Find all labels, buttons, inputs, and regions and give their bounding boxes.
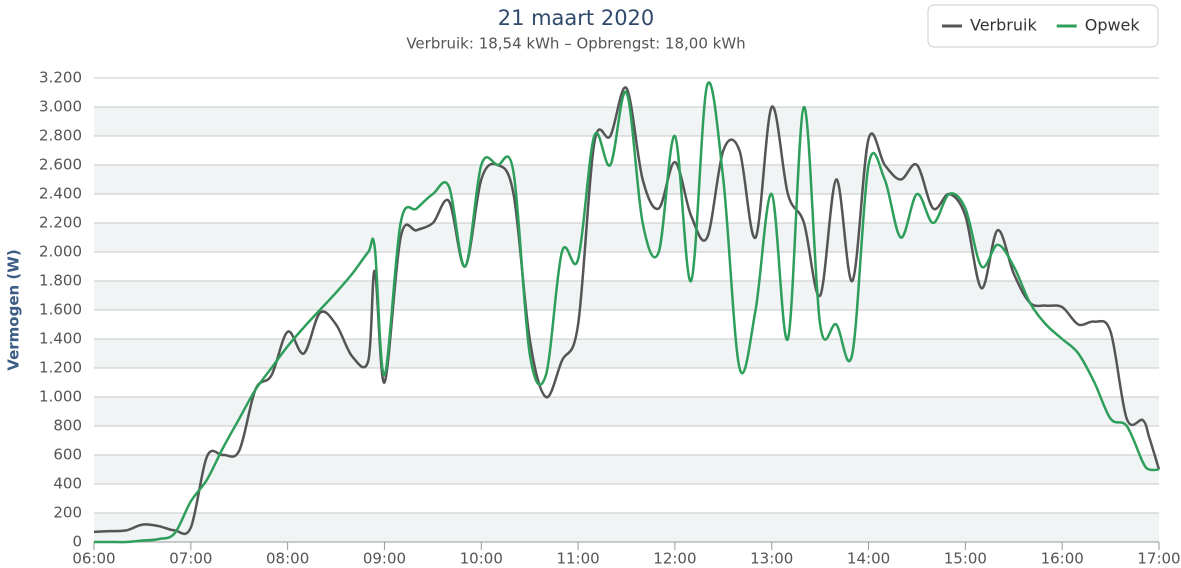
x-tick-label: 06:00: [72, 550, 115, 568]
chart-title: 21 maart 2020: [498, 6, 655, 30]
x-tick-label: 16:00: [1041, 550, 1084, 568]
series-line: [93, 86, 1161, 536]
legend-label: Opwek: [1085, 16, 1141, 35]
x-tick-label: 10:00: [460, 550, 503, 568]
y-tick-label: 2.600: [39, 156, 82, 174]
x-tick-label: 08:00: [266, 550, 309, 568]
legend-item[interactable]: Opwek: [1056, 16, 1141, 35]
y-tick-label: 1.600: [39, 301, 82, 319]
legend-label: Verbruik: [970, 16, 1037, 35]
plot-band: [94, 455, 1159, 484]
x-tick-label: 11:00: [556, 550, 599, 568]
y-tick-label: 600: [53, 446, 82, 464]
x-tick-label: 09:00: [363, 550, 406, 568]
y-tick-label: 200: [53, 504, 82, 522]
x-tick-label: 17:00: [1137, 550, 1180, 568]
y-tick-label: 400: [53, 475, 82, 493]
y-tick-label: 2.400: [39, 185, 82, 203]
x-tick-label: 14:00: [847, 550, 890, 568]
y-tick-label: 3.000: [39, 98, 82, 116]
x-tick-label: 15:00: [944, 550, 987, 568]
x-tick-label: 12:00: [653, 550, 696, 568]
plot-band: [94, 397, 1159, 426]
series-line: [93, 81, 1160, 544]
y-tick-label: 2.000: [39, 243, 82, 261]
y-tick-label: 1.000: [39, 388, 82, 406]
y-axis-label: Vermogen (W): [5, 249, 23, 370]
plot-band: [94, 281, 1159, 310]
y-tick-label: 0: [72, 533, 82, 551]
x-tick-label: 13:00: [750, 550, 793, 568]
chart-subtitle: Verbruik: 18,54 kWh – Opbrengst: 18,00 k…: [406, 35, 745, 53]
plot-band: [94, 107, 1159, 136]
plot-band: [94, 223, 1159, 252]
plot-band: [94, 513, 1159, 542]
y-tick-label: 1.800: [39, 272, 82, 290]
plot-band: [94, 339, 1159, 368]
y-tick-label: 800: [53, 417, 82, 435]
plot-band: [94, 165, 1159, 194]
y-tick-label: 1.400: [39, 330, 82, 348]
y-tick-label: 2.200: [39, 214, 82, 232]
y-tick-label: 1.200: [39, 359, 82, 377]
legend-box: [927, 4, 1159, 48]
y-tick-label: 3.200: [39, 69, 82, 87]
x-tick-label: 07:00: [169, 550, 212, 568]
y-tick-label: 2.800: [39, 127, 82, 145]
legend-item[interactable]: Verbruik: [942, 16, 1037, 35]
